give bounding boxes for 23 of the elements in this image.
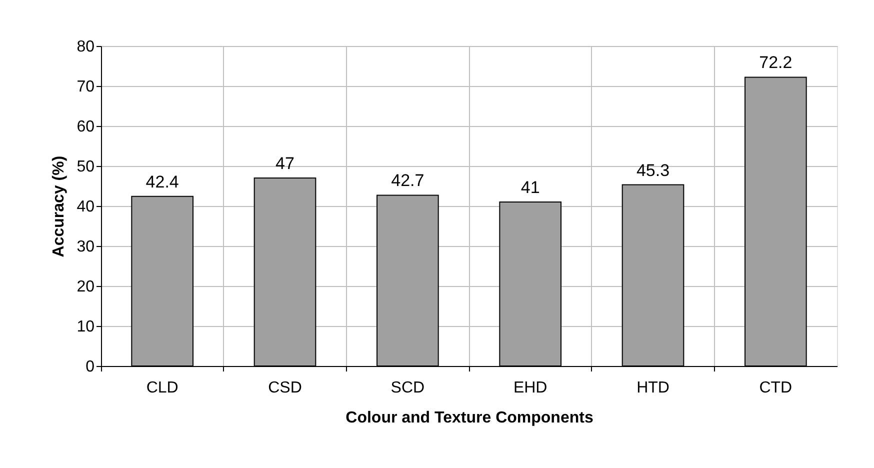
y-tick-label: 0 <box>86 358 95 376</box>
data-label: 72.2 <box>759 53 792 72</box>
y-tick-label: 50 <box>76 158 95 176</box>
data-label: 41 <box>520 178 540 197</box>
x-tick-label: CLD <box>146 380 178 396</box>
y-tick-label: 30 <box>76 238 95 256</box>
data-label: 45.3 <box>636 160 670 180</box>
y-tick-label: 70 <box>76 78 95 96</box>
x-tick-label: EHD <box>513 380 548 396</box>
y-tick-label: 40 <box>76 198 95 216</box>
y-tick-label: 80 <box>76 38 95 56</box>
x-tick-label: CTD <box>759 380 792 396</box>
y-tick-label: 20 <box>76 278 95 296</box>
y-tick-label: 10 <box>76 318 95 336</box>
x-tick-label: HTD <box>636 380 670 396</box>
data-label: 42.7 <box>391 171 424 190</box>
data-label: 42.4 <box>146 172 179 192</box>
y-tick-label: 60 <box>76 118 95 136</box>
data-label: 47 <box>276 154 294 173</box>
x-tick-label: SCD <box>390 380 425 396</box>
x-axis-title: Colour and Texture Components <box>346 410 594 426</box>
x-tick-label: CSD <box>268 380 302 396</box>
y-axis-title: Accuracy (%) <box>50 156 68 258</box>
